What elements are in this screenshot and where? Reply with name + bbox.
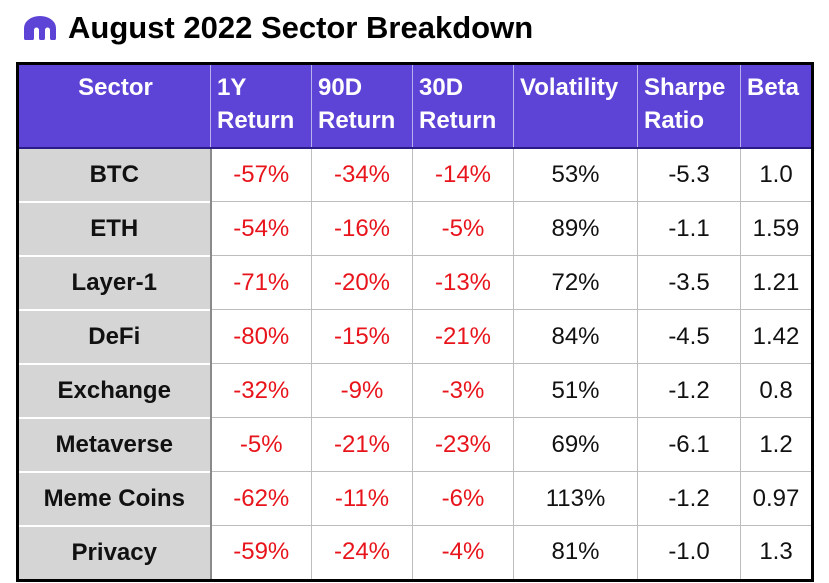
- table-row: Metaverse -5% -21% -23% 69% -6.1 1.2: [17, 416, 813, 472]
- return-cell: -32%: [210, 363, 312, 418]
- sharpe-ratio-cell: -1.2: [637, 471, 741, 526]
- column-header-label: 30D: [419, 74, 464, 101]
- column-header-label: Return: [318, 107, 396, 134]
- return-cell: -57%: [210, 147, 312, 202]
- table-row: BTC -57% -34% -14% 53% -5.3 1.0: [17, 146, 813, 202]
- sector-name-cell: BTC: [17, 146, 212, 202]
- return-cell: -15%: [311, 309, 413, 364]
- beta-cell: 1.21: [740, 255, 813, 310]
- sector-name-cell: DeFi: [17, 308, 212, 364]
- column-header-label: Return: [419, 107, 497, 134]
- table-row: Meme Coins -62% -11% -6% 113% -1.2 0.97: [17, 470, 813, 526]
- return-cell: -4%: [412, 525, 514, 580]
- volatility-cell: 51%: [513, 363, 638, 418]
- column-header-label: Sector: [78, 74, 153, 101]
- beta-cell: 1.2: [740, 417, 813, 472]
- sector-name-cell: Metaverse: [17, 416, 212, 472]
- return-cell: -14%: [412, 147, 514, 202]
- return-cell: -62%: [210, 471, 312, 526]
- sharpe-ratio-cell: -6.1: [637, 417, 741, 472]
- sharpe-ratio-cell: -1.2: [637, 363, 741, 418]
- column-header: Beta: [740, 63, 813, 149]
- column-header-label: 1Y: [217, 74, 247, 101]
- volatility-cell: 84%: [513, 309, 638, 364]
- return-cell: -16%: [311, 201, 413, 256]
- column-header-label: Volatility: [520, 74, 619, 101]
- table-row: DeFi -80% -15% -21% 84% -4.5 1.42: [17, 308, 813, 364]
- return-cell: -71%: [210, 255, 312, 310]
- column-header: Volatility: [513, 63, 638, 149]
- sharpe-ratio-cell: -5.3: [637, 147, 741, 202]
- return-cell: -5%: [210, 417, 312, 472]
- column-header-label: Sharpe: [644, 74, 726, 101]
- table-body: BTC -57% -34% -14% 53% -5.3 1.0 ETH -54% -16% -5% 8…: [17, 146, 813, 580]
- return-cell: -6%: [412, 471, 514, 526]
- table-row: Exchange -32% -9% -3% 51% -1.2 0.8: [17, 362, 813, 418]
- table-row: Privacy -59% -24% -4% 81% -1.0 1.3: [17, 524, 813, 580]
- column-header-label: Beta: [747, 74, 800, 101]
- return-cell: -54%: [210, 201, 312, 256]
- sharpe-ratio-cell: -1.0: [637, 525, 741, 580]
- return-cell: -9%: [311, 363, 413, 418]
- sector-name-cell: Exchange: [17, 362, 212, 418]
- volatility-cell: 53%: [513, 147, 638, 202]
- return-cell: -5%: [412, 201, 514, 256]
- column-header: 90D Return: [311, 63, 413, 149]
- return-cell: -13%: [412, 255, 514, 310]
- return-cell: -21%: [412, 309, 514, 364]
- return-cell: -24%: [311, 525, 413, 580]
- sector-name-cell: Layer-1: [17, 254, 212, 310]
- column-header-label: Return: [217, 107, 295, 134]
- beta-cell: 1.0: [740, 147, 813, 202]
- column-header-label: 90D: [318, 74, 363, 101]
- beta-cell: 0.8: [740, 363, 813, 418]
- table-row: Layer-1 -71% -20% -13% 72% -3.5 1.21: [17, 254, 813, 310]
- page-title: August 2022 Sector Breakdown: [68, 10, 534, 45]
- sharpe-ratio-cell: -3.5: [637, 255, 741, 310]
- sector-table: Sector 1Y Return 90D Return 30D Return Volatili…: [16, 62, 814, 582]
- return-cell: -80%: [210, 309, 312, 364]
- sector-name-cell: ETH: [17, 200, 212, 256]
- volatility-cell: 89%: [513, 201, 638, 256]
- beta-cell: 0.97: [740, 471, 813, 526]
- column-header-label: Ratio: [644, 107, 704, 134]
- table-header-row: Sector 1Y Return 90D Return 30D Return Volatili…: [17, 63, 813, 149]
- sector-name-cell: Privacy: [17, 524, 212, 580]
- volatility-cell: 81%: [513, 525, 638, 580]
- beta-cell: 1.3: [740, 525, 813, 580]
- sharpe-ratio-cell: -1.1: [637, 201, 741, 256]
- return-cell: -59%: [210, 525, 312, 580]
- column-header: Sharpe Ratio: [637, 63, 741, 149]
- volatility-cell: 69%: [513, 417, 638, 472]
- return-cell: -3%: [412, 363, 514, 418]
- return-cell: -23%: [412, 417, 514, 472]
- sector-name-cell: Meme Coins: [17, 470, 212, 526]
- beta-cell: 1.59: [740, 201, 813, 256]
- return-cell: -20%: [311, 255, 413, 310]
- return-cell: -21%: [311, 417, 413, 472]
- return-cell: -34%: [311, 147, 413, 202]
- kraken-logo-icon: [24, 16, 56, 40]
- return-cell: -11%: [311, 471, 413, 526]
- beta-cell: 1.42: [740, 309, 813, 364]
- column-header: 1Y Return: [210, 63, 312, 149]
- volatility-cell: 72%: [513, 255, 638, 310]
- sharpe-ratio-cell: -4.5: [637, 309, 741, 364]
- column-header: 30D Return: [412, 63, 514, 149]
- table-row: ETH -54% -16% -5% 89% -1.1 1.59: [17, 200, 813, 256]
- column-header: Sector: [17, 63, 211, 149]
- title-row: August 2022 Sector Breakdown: [22, 6, 533, 50]
- volatility-cell: 113%: [513, 471, 638, 526]
